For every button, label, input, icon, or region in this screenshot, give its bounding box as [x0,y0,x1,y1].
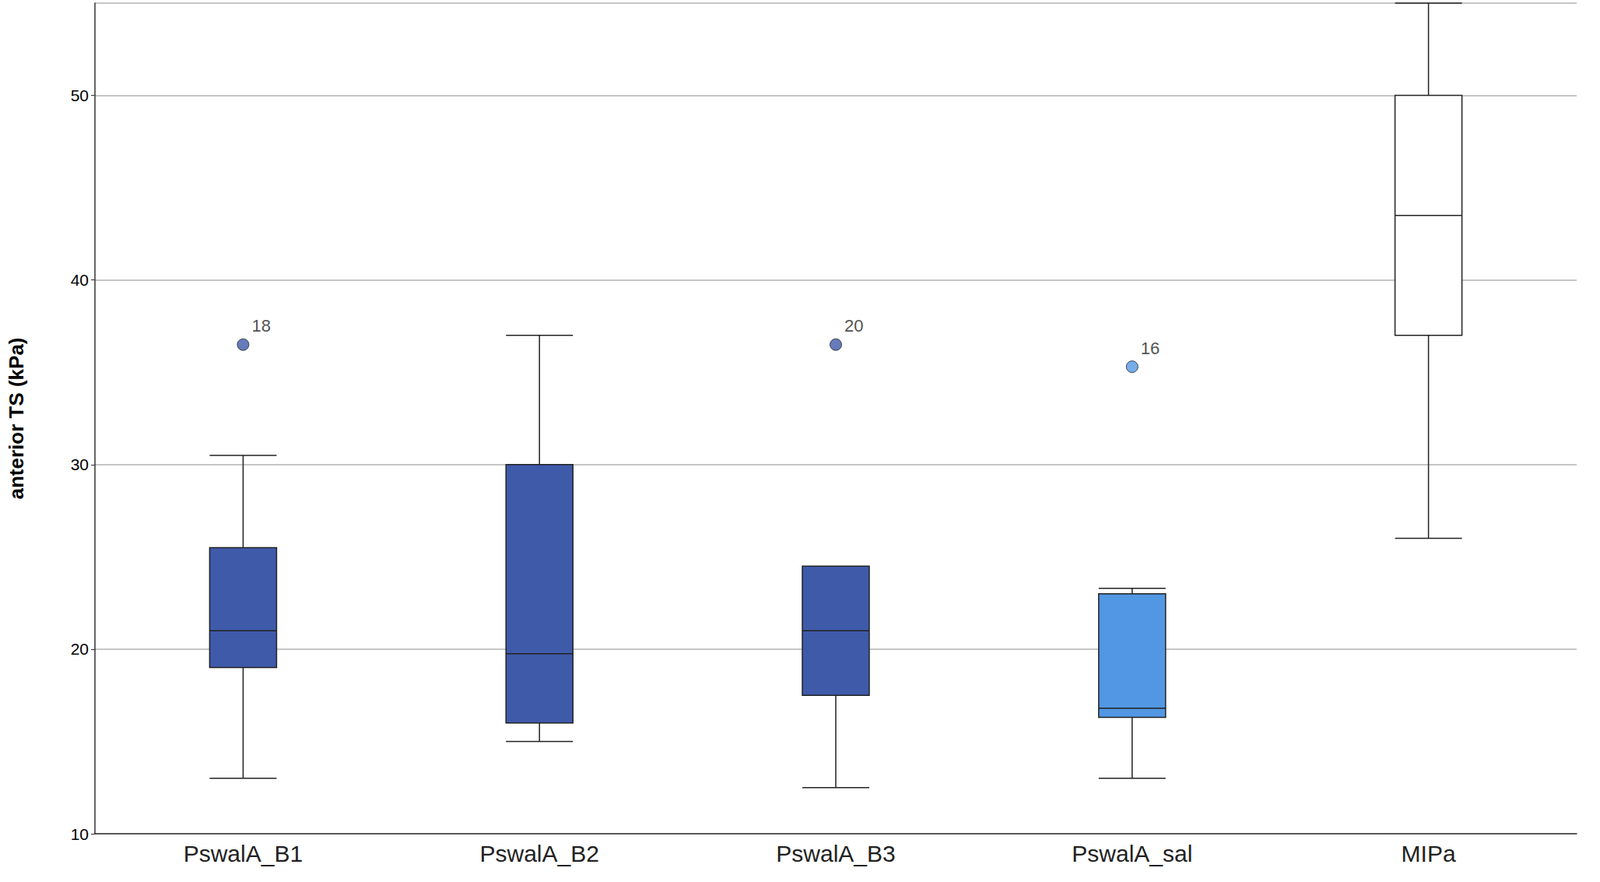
svg-text:50: 50 [70,86,89,105]
svg-text:PswalA_B3: PswalA_B3 [775,840,895,867]
svg-text:PswalA_B1: PswalA_B1 [183,840,303,867]
svg-text:18: 18 [251,315,271,336]
svg-text:40: 40 [70,270,89,289]
svg-text:20: 20 [844,315,864,336]
svg-text:PswalA_B2: PswalA_B2 [479,840,599,867]
svg-text:16: 16 [1140,338,1160,358]
svg-text:PswalA_sal: PswalA_sal [1071,840,1193,867]
svg-text:30: 30 [70,455,89,474]
svg-text:anterior TS (kPa): anterior TS (kPa) [4,336,29,499]
svg-text:20: 20 [70,639,89,658]
svg-text:MIPa: MIPa [1401,840,1457,867]
svg-text:10: 10 [70,824,89,843]
